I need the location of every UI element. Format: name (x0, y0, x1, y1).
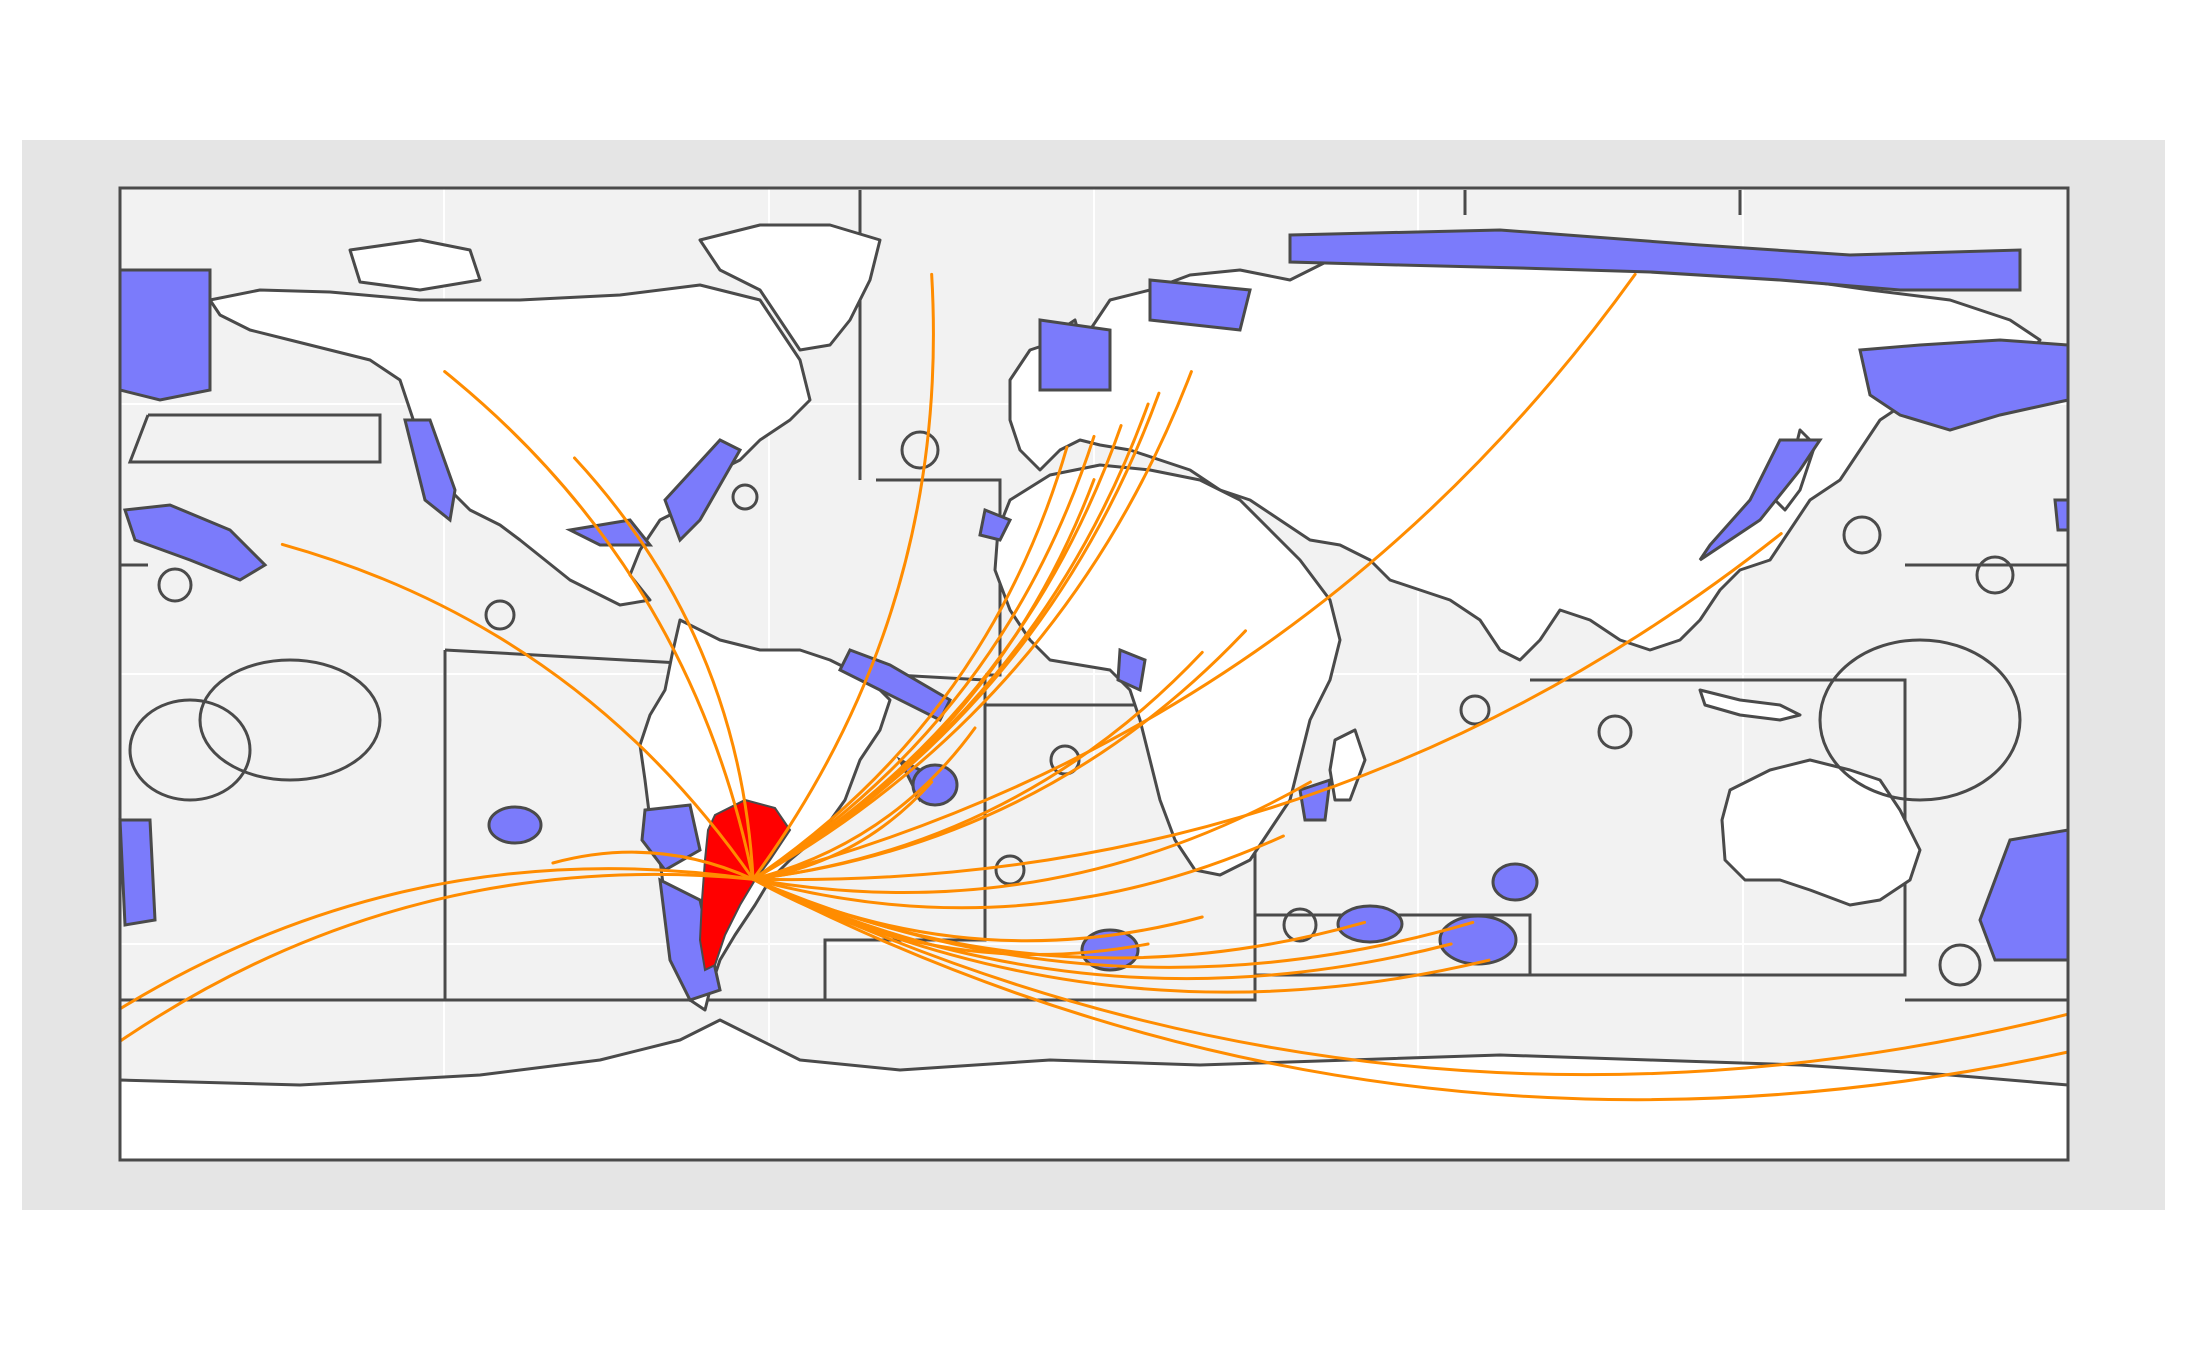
flow-line (751, 478, 1096, 881)
flow-line (751, 726, 977, 881)
flow-line (443, 370, 755, 881)
antarctica (118, 1018, 2070, 1162)
eez-brazil-north (837, 648, 952, 723)
eez-juan-fernandez (487, 805, 543, 845)
flow-line (751, 629, 1248, 881)
flow-line (751, 780, 934, 881)
eez-new-zealand (1978, 828, 2070, 962)
flow-lines (118, 272, 2070, 1102)
eez-alaska (118, 268, 212, 402)
indonesia (1698, 688, 1802, 722)
flow-line (751, 877, 2070, 1077)
flow-line (551, 850, 755, 881)
eez-prince-edward (1336, 904, 1404, 944)
flow-line (751, 272, 1637, 881)
greenland (698, 223, 882, 352)
eez-russia-pacific (1858, 338, 2070, 432)
eez-pacific-east (2053, 498, 2070, 532)
flow-line (751, 834, 1285, 910)
africa (993, 463, 1342, 877)
eez-usa-west (403, 418, 457, 523)
flow-line (751, 445, 1069, 881)
flow-line (280, 542, 755, 881)
flow-line (573, 456, 755, 881)
eez-hawaii (122, 503, 268, 582)
eez-russia-arctic (1288, 228, 2022, 292)
madagascar (1328, 728, 1367, 802)
eez-morocco (978, 507, 1013, 542)
landmasses (118, 223, 2070, 1162)
flow-line (751, 532, 1783, 882)
flow-line (751, 370, 1193, 881)
australia (1720, 758, 1922, 907)
eez-pacific-west (118, 818, 157, 927)
flow-line (751, 434, 1096, 881)
flow-line (118, 872, 755, 1043)
eez-kerguelen (1438, 914, 1518, 966)
eez-tristan (911, 763, 959, 807)
panel-border (118, 186, 2070, 1162)
eez-scandinavia (1148, 278, 1252, 332)
eez-europe-west (1038, 318, 1112, 392)
eez-korea-japan (1698, 438, 1823, 562)
flow-line (118, 867, 755, 1011)
flow-line (751, 877, 2070, 1102)
flow-line (751, 272, 935, 881)
arctic-islands (348, 238, 482, 292)
flow-line (751, 877, 1453, 981)
eez-usa-east (663, 438, 743, 543)
flow-line (751, 877, 1475, 969)
eez-crozet (1491, 862, 1539, 902)
eez-gulf-guinea (1116, 647, 1147, 693)
